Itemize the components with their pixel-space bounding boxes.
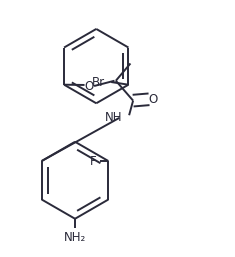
Text: NH₂: NH₂ <box>64 231 86 244</box>
Text: F: F <box>90 154 96 168</box>
Text: NH: NH <box>105 111 122 124</box>
Text: O: O <box>148 93 158 106</box>
Text: O: O <box>85 79 94 93</box>
Text: Br: Br <box>91 76 105 89</box>
